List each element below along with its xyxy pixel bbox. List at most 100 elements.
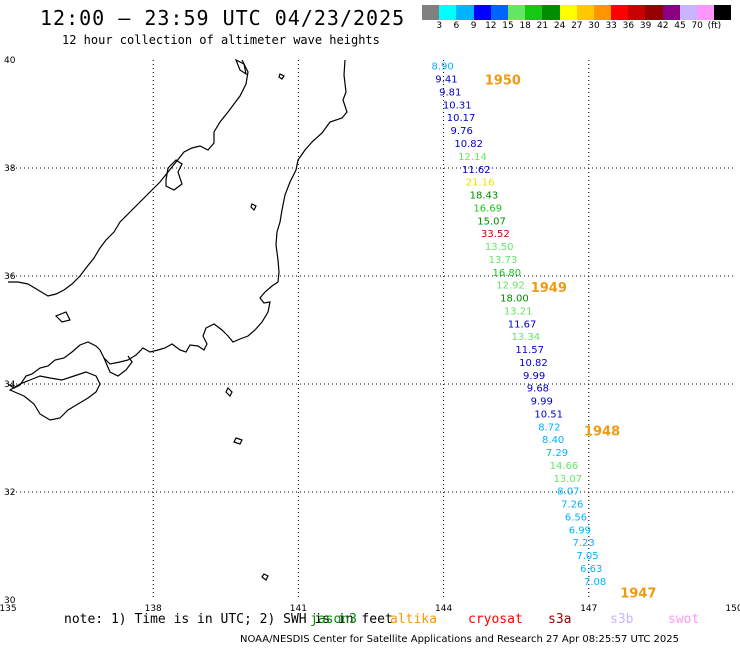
islet-2 (250, 203, 257, 212)
legend-swatch (422, 5, 440, 20)
islet-1 (278, 73, 285, 80)
lon-label: 138 (145, 604, 162, 614)
wave-height-value: 8.72 (538, 422, 560, 433)
lat-label: 30 (4, 596, 16, 606)
lon-label: 144 (435, 604, 452, 614)
wave-height-value: 6.63 (580, 564, 602, 575)
legend-tick-label: 18 (519, 21, 531, 31)
lon-label: 135 (0, 604, 17, 614)
legend-swatches (422, 5, 740, 20)
wave-height-value: 8.40 (542, 435, 564, 446)
lat-label: 32 (4, 488, 15, 498)
legend-swatch (679, 5, 697, 20)
wave-height-value: 7.29 (546, 448, 568, 459)
lat-label: 40 (4, 56, 16, 66)
legend-tick-label: 9 (470, 21, 477, 31)
wave-height-value: 10.31 (443, 100, 472, 111)
legend-tick-label: 39 (639, 21, 652, 31)
wave-height-value: 9.99 (531, 397, 553, 408)
wave-height-value: 6.99 (569, 525, 591, 536)
legend-tick-label: 15 (502, 21, 514, 31)
wave-height-value: 10.17 (447, 113, 476, 124)
izu-island-3 (261, 573, 269, 581)
legend-tick-label: 27 (571, 21, 583, 31)
legend-swatch (559, 5, 577, 20)
izu-island-2 (233, 437, 243, 445)
wave-height-value: 13.50 (485, 242, 514, 253)
kii-peninsula (103, 355, 133, 377)
noto-peninsula (165, 159, 183, 191)
wave-height-value: 18.00 (500, 294, 529, 305)
wave-height-value: 11.57 (515, 345, 544, 356)
wave-height-value: 9.76 (451, 126, 473, 137)
legend-tick-label: 21 (536, 21, 549, 31)
legend-tick-label: 36 (622, 21, 635, 31)
legend-swatch (525, 5, 543, 20)
pass-number: 1947 (620, 586, 656, 601)
pass-labels: 1950 1949 1948 1947 (485, 73, 657, 601)
wave-height-value: 10.82 (519, 358, 548, 369)
legend-swatch (507, 5, 526, 20)
legend-swatch (645, 5, 663, 20)
chart-subtitle: 12 hour collection of altimeter wave hei… (62, 33, 380, 47)
wave-height-value: 7.23 (573, 538, 595, 549)
lat-label: 38 (4, 164, 16, 174)
wave-height-value: 16.69 (473, 203, 502, 214)
wave-height-value: 8.07 (557, 487, 579, 498)
pass-number: 1950 (485, 73, 521, 88)
satellite-name: s3b (610, 612, 634, 627)
wave-height-value: 7.05 (576, 551, 598, 562)
lon-label: 150 (725, 604, 740, 614)
wave-height-value: 9.41 (435, 75, 457, 86)
coastline (7, 58, 348, 581)
lat-lon-grid (8, 60, 734, 600)
sado-island (234, 58, 247, 76)
wave-height-value: 12.14 (458, 152, 487, 163)
wave-height-value: 15.07 (477, 216, 506, 227)
shikoku (8, 371, 101, 421)
awaji-island (54, 311, 71, 323)
legend-swatch (593, 5, 612, 20)
observation-track: 8.90 9.419.81 10.31 10.17 9.76 10.82 12.14 11.6… (432, 62, 607, 588)
legend-tick-label: 12 (485, 21, 497, 31)
wave-height-value: 9.81 (439, 87, 461, 98)
wave-height-value: 13.34 (512, 332, 541, 343)
wave-height-value: 12.92 (496, 281, 525, 292)
pass-number: 1948 (584, 424, 620, 439)
satellite-name: cryosat (468, 612, 523, 627)
chart-title: 12:00 – 23:59 UTC 04/23/2025 (40, 6, 406, 30)
wave-height-value: 10.82 (454, 139, 483, 150)
wave-height-value: 11.67 (508, 319, 537, 330)
legend-tick-label: 33 (605, 21, 617, 31)
wave-height-value: 33.52 (481, 229, 510, 240)
satellite-name: jason3 (310, 612, 357, 627)
legend-swatch (576, 5, 594, 20)
legend-swatch (714, 5, 732, 20)
wave-height-value: 13.73 (489, 255, 518, 266)
coastline-honshu-north (7, 59, 348, 389)
wave-height-value: 13.07 (553, 474, 582, 485)
legend-swatch (628, 5, 646, 20)
legend-swatch (473, 5, 491, 20)
credit-line: NOAA/NESDIS Center for Satellite Applica… (240, 634, 679, 645)
wave-height-value: 11.62 (462, 165, 491, 176)
lon-label: 141 (290, 604, 307, 614)
wave-height-value: 9.99 (523, 371, 545, 382)
lat-label: 36 (4, 272, 16, 282)
satellite-name: swot (668, 612, 700, 627)
wave-height-value: 16.80 (492, 268, 521, 279)
wave-height-value: 10.51 (534, 409, 563, 420)
izu-island-1 (225, 386, 233, 398)
lat-label: 34 (4, 380, 16, 390)
legend-swatch (456, 5, 474, 20)
wave-height-value: 7.26 (561, 500, 583, 511)
wave-height-value: 6.56 (565, 512, 587, 523)
legend-swatch (611, 5, 629, 20)
legend-tick-label: 42 (657, 21, 669, 31)
legend-labels: 3 6 9 12 15 18 21 24 27 30 33 36 39 42 45 70 (ft) (422, 20, 740, 32)
legend-tick-label: 24 (553, 21, 566, 31)
wave-height-value: 14.66 (550, 461, 579, 472)
legend-tick-label: 30 (588, 21, 600, 31)
legend-tick-label: 45 (674, 21, 686, 31)
